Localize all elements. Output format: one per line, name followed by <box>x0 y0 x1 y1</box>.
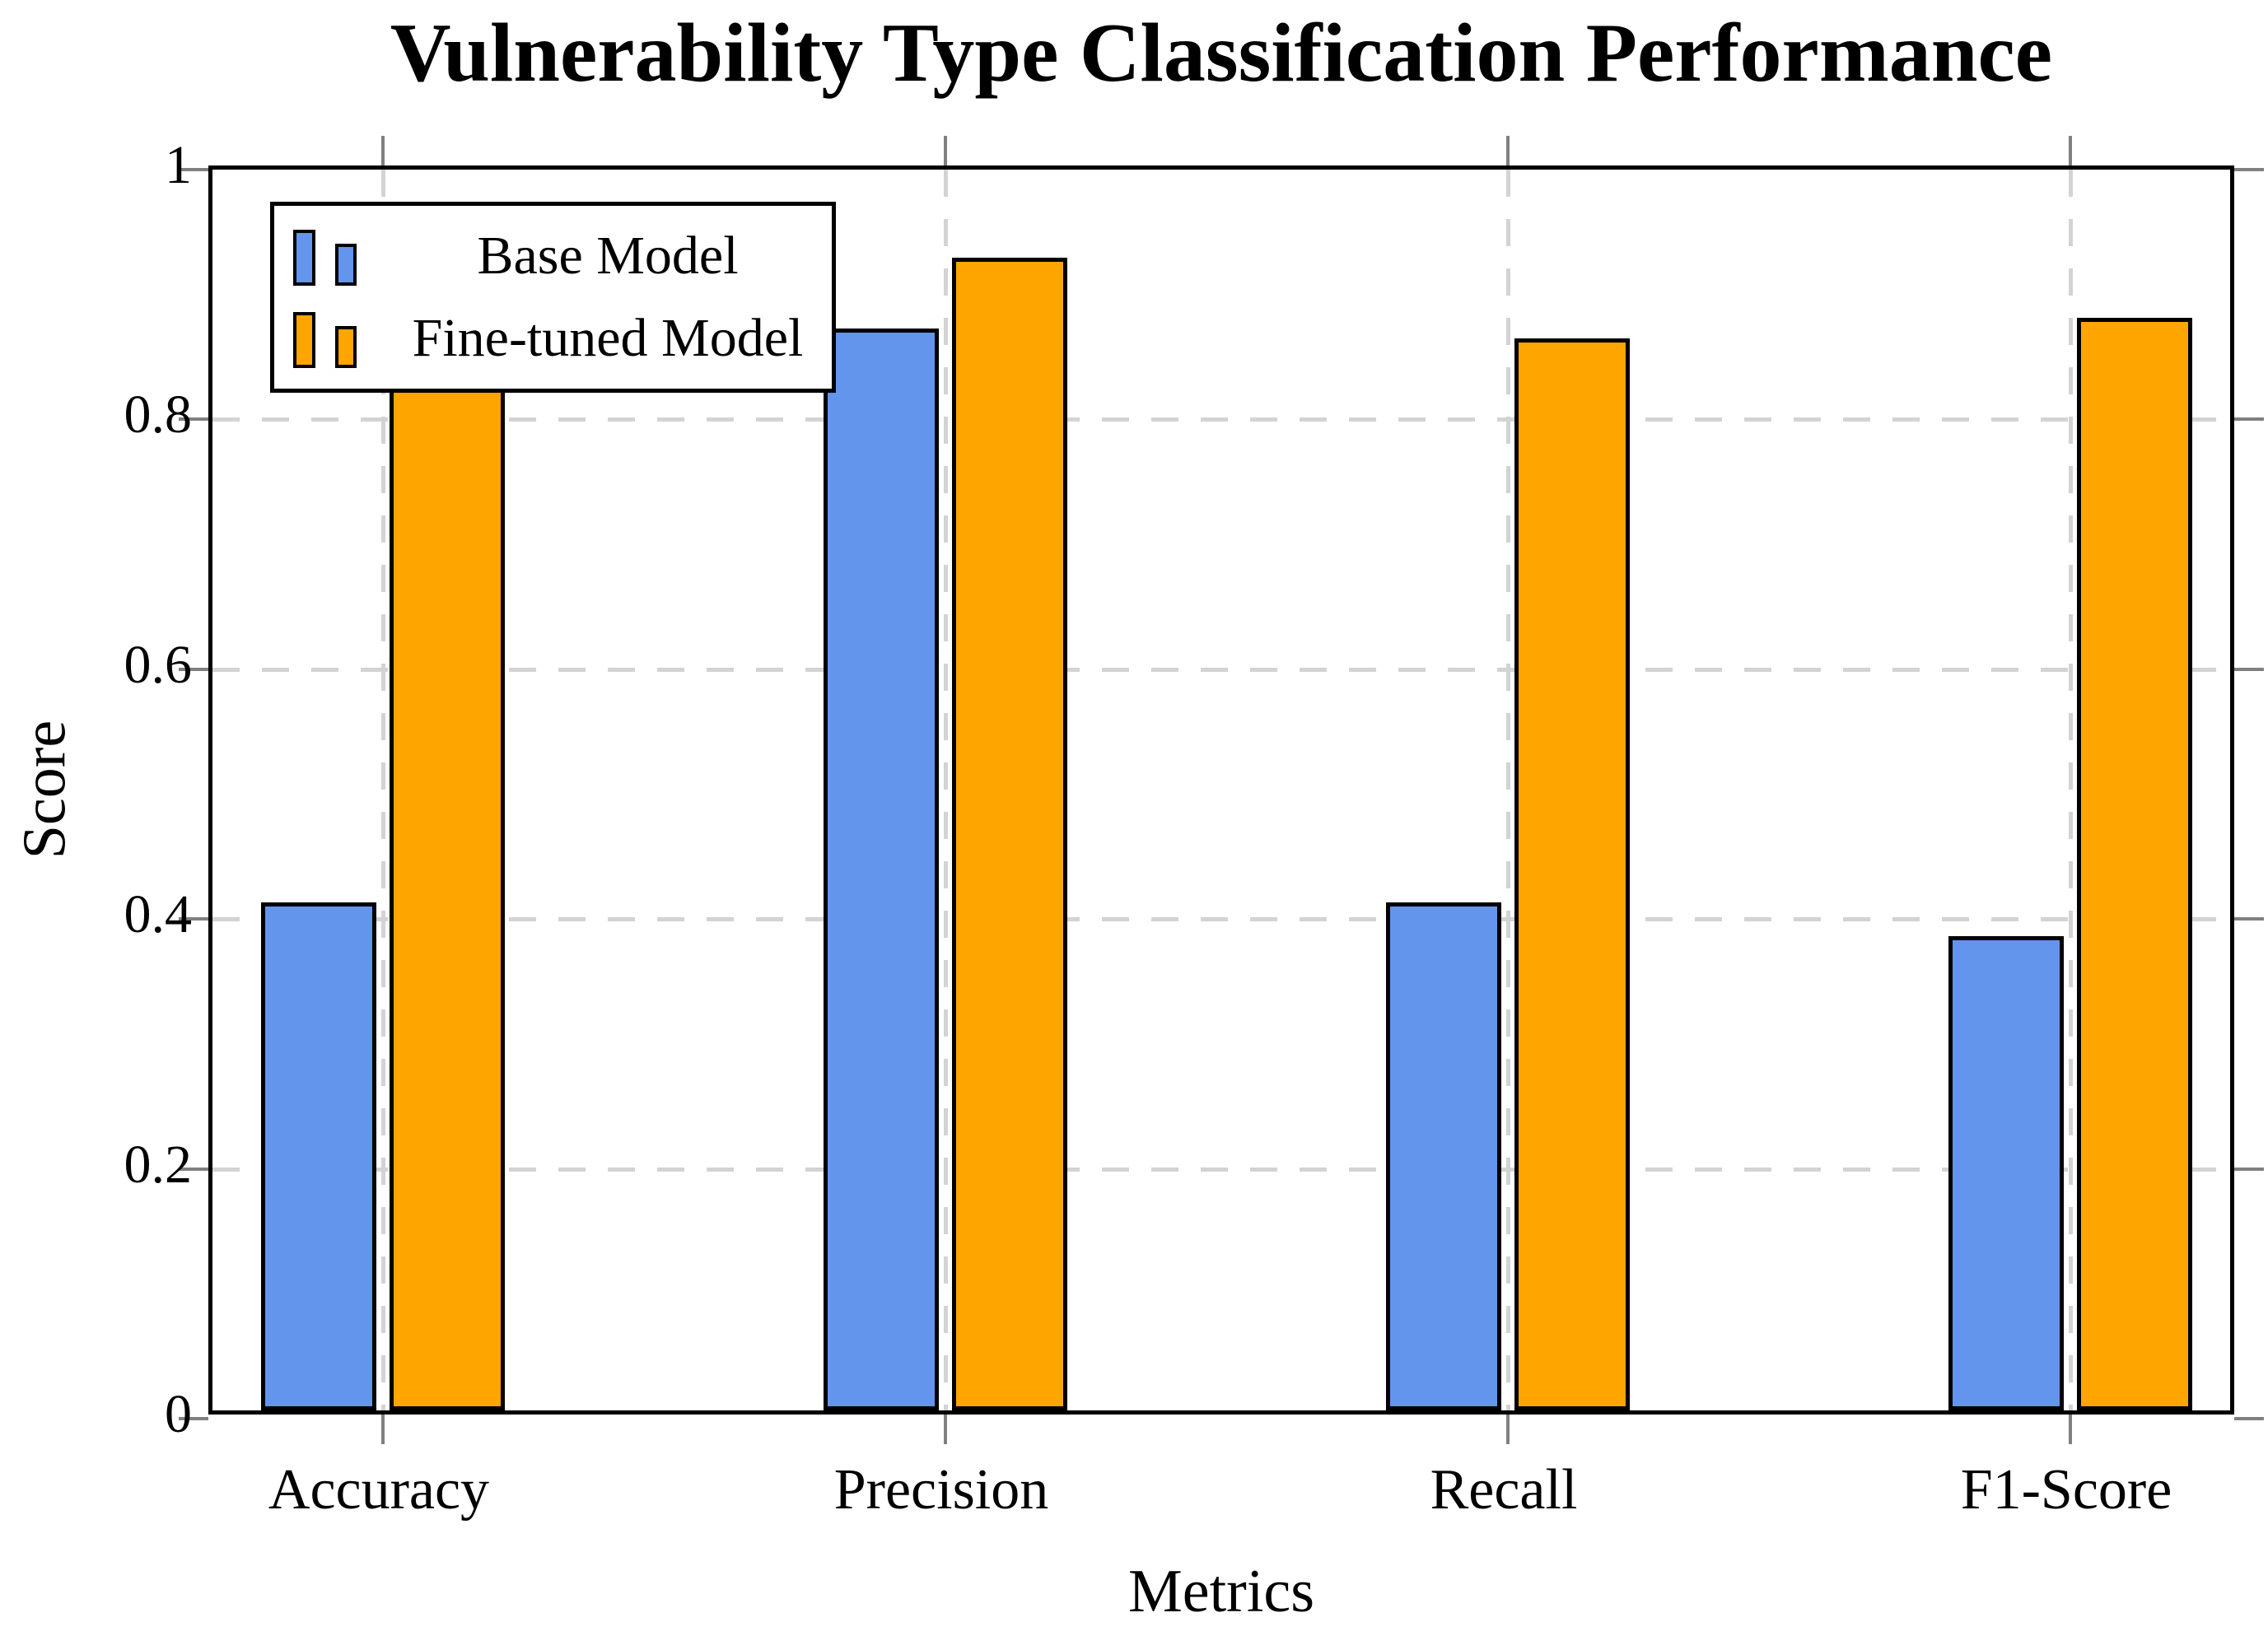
y-tick-label: 1 <box>165 135 192 195</box>
x-tick-mark <box>2069 136 2072 165</box>
y-tick-mark <box>179 168 208 171</box>
x-tick-label: Recall <box>1430 1458 1578 1522</box>
x-tick-mark <box>381 1415 385 1444</box>
y-tick-mark <box>2234 667 2264 671</box>
x-tick-mark <box>381 136 385 165</box>
x-axis-label: Metrics <box>1127 1558 1315 1625</box>
y-tick-label: 0.4 <box>124 884 193 945</box>
legend-marker-bar <box>293 230 315 286</box>
x-tick-label: F1-Score <box>1960 1458 2172 1522</box>
x-tick-mark <box>1506 1415 1510 1444</box>
y-tick-label: 0.6 <box>124 634 193 695</box>
legend-bar-marker-icon <box>293 226 384 286</box>
bar-fine-tuned-model-precision <box>952 257 1067 1410</box>
y-tick-label: 0.8 <box>124 385 193 445</box>
y-tick-mark <box>179 417 208 422</box>
horizontal-gridline <box>212 917 2230 922</box>
legend-marker-bar <box>335 326 357 368</box>
y-tick-mark <box>179 667 208 671</box>
vertical-gridline <box>944 170 948 1410</box>
bar-base-model-recall <box>1386 902 1501 1410</box>
legend-item: Fine-tuned Model <box>274 297 832 380</box>
y-tick-mark <box>2234 417 2264 422</box>
bar-fine-tuned-model-accuracy <box>390 338 505 1410</box>
vertical-gridline <box>1506 170 1510 1410</box>
legend-item: Base Model <box>274 215 832 297</box>
bar-base-model-precision <box>824 329 939 1410</box>
legend-marker-bar <box>335 244 357 286</box>
horizontal-gridline <box>212 667 2230 672</box>
chart-title: Vulnerability Type Classification Perfor… <box>390 7 2053 100</box>
bar-base-model-accuracy <box>261 902 376 1410</box>
y-tick-mark <box>2234 917 2264 921</box>
vertical-gridline <box>2069 170 2073 1410</box>
y-tick-label: 0 <box>165 1384 192 1444</box>
plot-area <box>179 136 2264 1444</box>
y-tick-mark <box>2234 168 2264 171</box>
legend: Base Model Fine-tuned Model <box>270 202 836 393</box>
bar-fine-tuned-model-recall <box>1514 338 1630 1410</box>
x-tick-label: Precision <box>833 1458 1049 1522</box>
bar-fine-tuned-model-f1-score <box>2077 317 2192 1410</box>
legend-bar-marker-icon <box>293 309 384 368</box>
vertical-gridline <box>381 170 385 1410</box>
x-tick-mark <box>1506 136 1510 165</box>
horizontal-gridline <box>212 1167 2230 1172</box>
y-tick-mark <box>179 1417 208 1420</box>
horizontal-gridline <box>212 417 2230 422</box>
y-tick-label: 0.2 <box>124 1134 193 1195</box>
x-tick-label: Accuracy <box>268 1458 490 1522</box>
y-tick-mark <box>179 917 208 921</box>
legend-label: Fine-tuned Model <box>412 308 804 368</box>
legend-marker-bar <box>293 312 315 368</box>
y-tick-mark <box>2234 1417 2264 1420</box>
y-axis-label: Score <box>11 720 79 860</box>
x-tick-mark <box>944 136 947 165</box>
x-tick-mark <box>944 1415 947 1444</box>
y-tick-mark <box>179 1167 208 1171</box>
y-tick-mark <box>2234 1167 2264 1171</box>
x-tick-mark <box>2069 1415 2072 1444</box>
legend-label: Base Model <box>477 226 739 286</box>
bar-base-model-f1-score <box>1948 935 2064 1410</box>
